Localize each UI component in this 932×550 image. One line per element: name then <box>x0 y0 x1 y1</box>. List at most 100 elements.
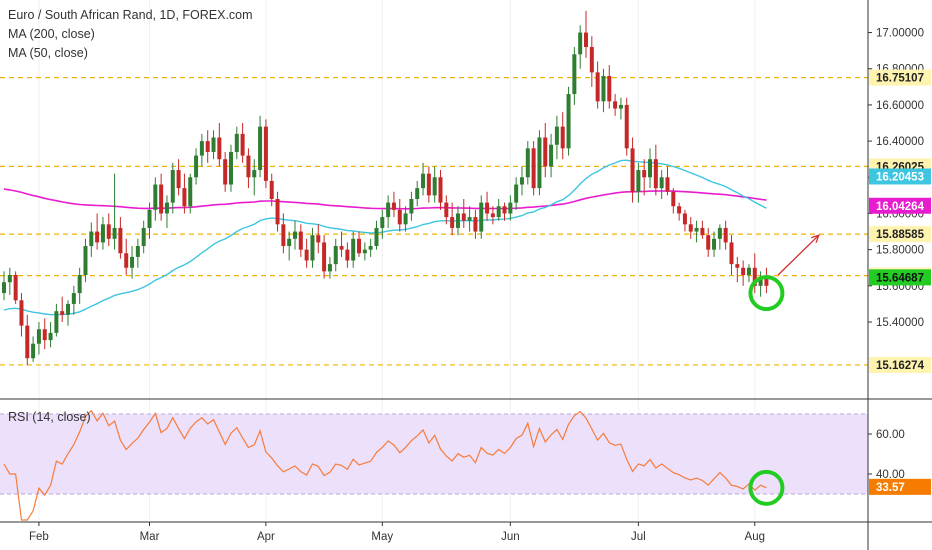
level-badge-label: 16.75107 <box>876 73 924 85</box>
candle-body <box>554 126 559 145</box>
rsi-legend[interactable]: RSI (14, close) <box>8 410 91 424</box>
candle-body <box>95 231 100 243</box>
rsi-tick-label: 60.00 <box>876 429 905 441</box>
candle-body <box>409 199 414 214</box>
time-axis[interactable]: Feb Mar Apr May Jun Jul Aug <box>29 522 765 543</box>
candle-body <box>502 206 507 214</box>
moving-averages <box>3 159 767 316</box>
candle-body <box>432 177 437 196</box>
price-marker-bg <box>869 269 931 286</box>
candle-body <box>514 184 519 203</box>
candle-body <box>508 202 513 214</box>
candle-body <box>677 206 682 214</box>
arrow-head <box>811 234 820 243</box>
price-marker-label: 15.64687 <box>876 272 924 284</box>
candle-body <box>741 267 746 275</box>
candle-body <box>479 202 484 232</box>
candle-body <box>118 227 123 254</box>
highlight-circle <box>748 275 785 312</box>
candle-body <box>735 264 740 268</box>
candle-body <box>688 224 693 232</box>
candle-body <box>467 217 472 221</box>
level-badge-bg <box>869 226 931 243</box>
candle-body <box>327 264 332 272</box>
arrow-line <box>777 234 820 276</box>
time-tick-label: Jun <box>501 531 520 543</box>
candle-body <box>159 184 164 214</box>
rsi-band <box>0 413 868 495</box>
price-tick-label: 17.00000 <box>876 28 924 40</box>
price-marker-bg <box>869 168 931 185</box>
candle-body <box>240 133 245 156</box>
time-tick-label: Mar <box>140 531 160 543</box>
candle-body <box>199 141 204 156</box>
candle-body <box>36 329 41 344</box>
candle-body <box>293 231 297 239</box>
candle-body <box>106 224 111 239</box>
candle-body <box>223 159 228 185</box>
candle-body <box>339 246 344 250</box>
rsi-band-fill <box>0 414 868 494</box>
candle-body <box>764 278 769 286</box>
candle-body <box>461 213 466 221</box>
candle-body <box>717 227 722 239</box>
ma200-line <box>3 188 767 210</box>
rsi-line <box>3 409 767 521</box>
ma50-line <box>3 159 767 316</box>
candle-body <box>386 202 391 218</box>
candle-body <box>578 32 583 55</box>
candle-body <box>252 170 257 178</box>
candle-body <box>572 54 577 95</box>
candles[interactable] <box>2 10 769 366</box>
candle-body <box>613 101 618 109</box>
candle-body <box>543 137 548 167</box>
candle-body <box>758 278 763 286</box>
candle-body <box>25 325 30 359</box>
candle-body <box>228 151 233 185</box>
candle-body <box>397 209 402 225</box>
candle-body <box>182 188 187 207</box>
price-tick-label: 15.40000 <box>876 317 924 329</box>
candle-body <box>357 238 362 254</box>
candle-body <box>537 137 542 189</box>
price-axis[interactable]: 15.4000015.6000015.8000016.0000016.20000… <box>868 28 931 495</box>
candle-body <box>13 274 18 301</box>
annotations <box>748 234 820 506</box>
candle-body <box>630 148 635 192</box>
candle-body <box>89 231 94 247</box>
candle-body <box>636 170 641 192</box>
candle-body <box>19 300 24 326</box>
rsi-tick-label: 40.00 <box>876 469 905 481</box>
candle-body <box>671 191 676 207</box>
candle-body <box>391 202 396 210</box>
candle-body <box>700 227 705 236</box>
candle-body <box>403 213 408 225</box>
candle-body <box>531 148 536 189</box>
candle-body <box>316 235 321 243</box>
candle-body <box>48 332 53 341</box>
candle-body <box>729 242 734 265</box>
candle-body <box>653 159 658 189</box>
candle-body <box>694 227 699 232</box>
candle-body <box>333 246 338 265</box>
candle-body <box>351 238 356 261</box>
candle-body <box>752 267 757 286</box>
time-tick-label: Aug <box>745 531 765 543</box>
time-tick-label: May <box>371 531 393 543</box>
candle-body <box>368 246 373 250</box>
ma50-legend[interactable]: MA (50, close) <box>8 46 88 60</box>
candle-body <box>176 170 181 189</box>
candle-body <box>275 199 280 225</box>
candle-body <box>246 155 251 178</box>
candle-body <box>380 217 385 228</box>
candle-body <box>438 177 443 203</box>
candle-body <box>525 148 530 178</box>
candle-body <box>281 224 286 247</box>
candle-body <box>566 94 571 149</box>
price-marker-label: 16.20453 <box>876 171 924 183</box>
time-tick-label: Apr <box>257 531 275 543</box>
candle-body <box>659 177 664 189</box>
ma200-legend[interactable]: MA (200, close) <box>8 27 95 41</box>
candle-body <box>712 238 717 250</box>
